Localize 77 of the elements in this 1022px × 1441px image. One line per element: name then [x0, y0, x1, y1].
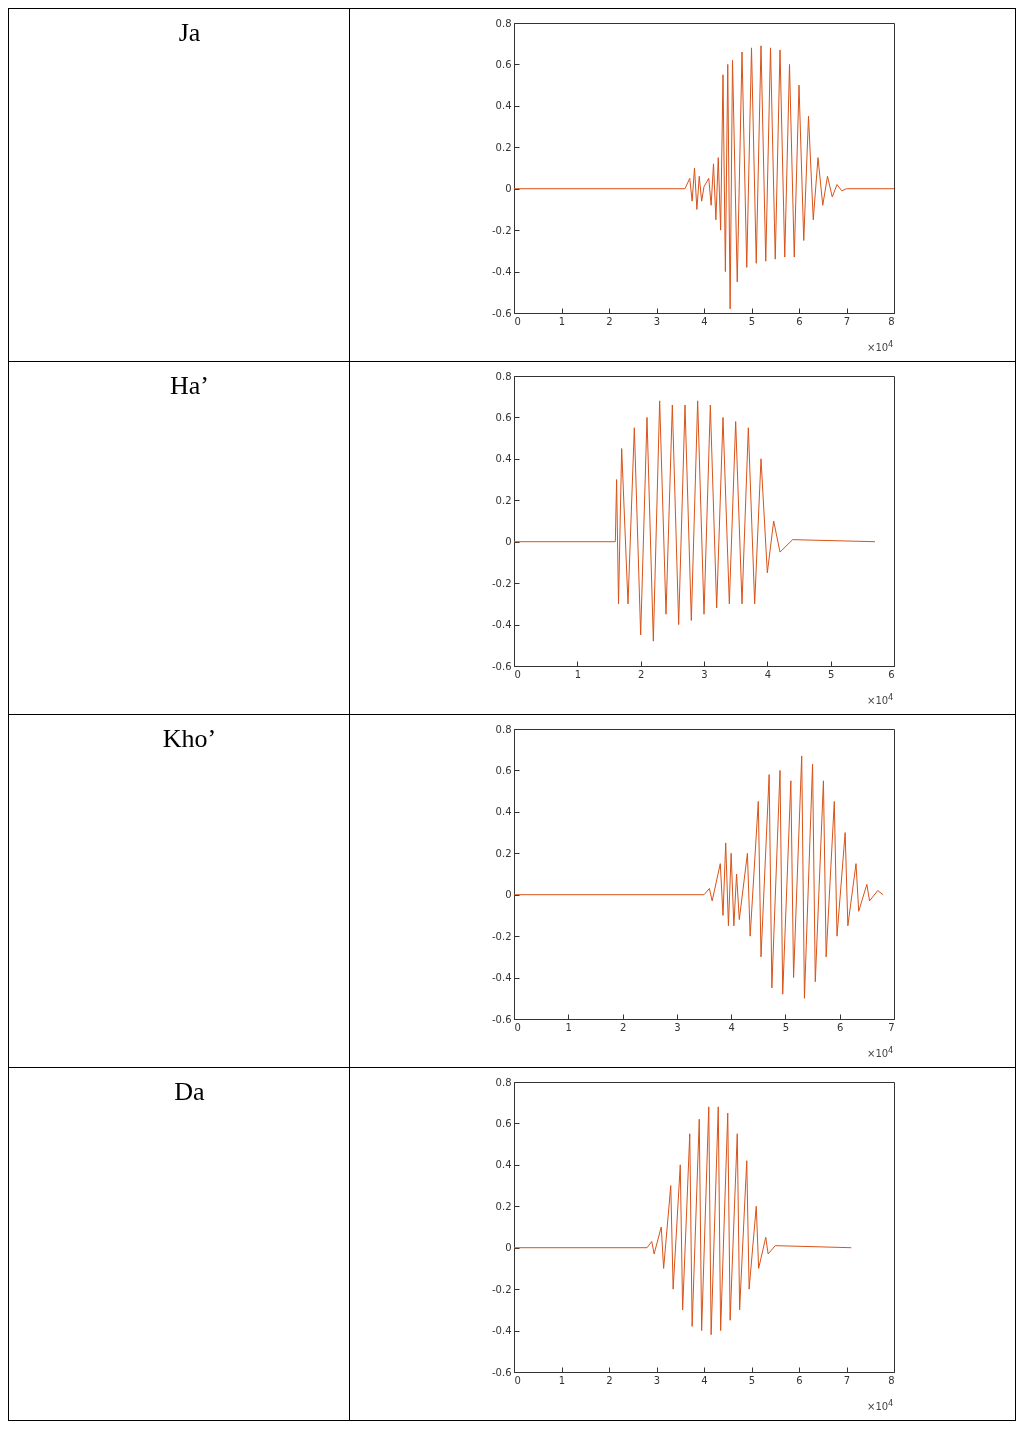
y-tick-label: -0.4 [491, 266, 512, 278]
y-tick-label: -0.6 [491, 307, 512, 319]
y-tick-label: 0 [505, 1242, 512, 1254]
x-tick-label: 3 [653, 1374, 661, 1386]
line-series [513, 1106, 852, 1336]
x-tick-label: 5 [748, 1374, 756, 1386]
y-tick-label: 0.8 [495, 370, 512, 382]
y-tick-label: -0.2 [491, 930, 512, 942]
x-tick-label: 1 [558, 1374, 566, 1386]
line-series [513, 400, 876, 642]
y-tick-label: 0.6 [495, 411, 512, 423]
y-tick-label: -0.4 [491, 1325, 512, 1337]
y-tick-label: 0.4 [495, 806, 512, 818]
y-tick-label: 0.2 [495, 494, 512, 506]
y-tick-label: -0.6 [491, 1013, 512, 1025]
y-tick-label: 0.2 [495, 141, 512, 153]
x-tick-label: 4 [701, 1374, 708, 1386]
y-tick-label: 0 [505, 183, 512, 195]
y-tick-label: 0.2 [495, 1200, 512, 1212]
text: ×10$^{4}$ [867, 692, 894, 707]
y-tick-label: 0.6 [495, 58, 512, 70]
y-tick-label: 0.8 [495, 1076, 512, 1088]
y-tick-label: -0.2 [491, 224, 512, 236]
x-tick-label: 3 [653, 315, 661, 327]
x-tick-label: 6 [796, 315, 803, 327]
y-axis-title: Ha’ [170, 370, 209, 400]
y-tick-label: 0.8 [495, 723, 512, 735]
x-tick-label: 5 [782, 1021, 790, 1033]
x-tick-label: 0 [514, 315, 521, 327]
y-axis-title: Ja [178, 17, 201, 47]
y-tick-label: -0.4 [491, 972, 512, 984]
x-tick-label: 7 [843, 315, 851, 327]
y-tick-label: 0.4 [495, 100, 512, 112]
y-tick-label: -0.6 [491, 660, 512, 672]
text: ×10$^{4}$ [867, 339, 894, 354]
y-tick-label: 0.6 [495, 1117, 512, 1129]
x-tick-label: 2 [606, 315, 613, 327]
y-tick-label: 0.4 [495, 453, 512, 465]
y-tick-label: 0.4 [495, 1159, 512, 1171]
x-tick-label: 8 [888, 1374, 895, 1386]
x-tick-label: 7 [888, 1021, 895, 1033]
x-tick-label: 4 [728, 1021, 735, 1033]
line-series [513, 45, 895, 310]
x-tick-label: 6 [837, 1021, 844, 1033]
y-axis-title: Da [174, 1076, 206, 1106]
x-tick-label: 0 [514, 668, 521, 680]
x-tick-label: 5 [748, 315, 756, 327]
y-tick-label: -0.2 [491, 577, 512, 589]
y-axis-title: Kho’ [162, 723, 217, 753]
x-tick-label: 0 [514, 1374, 521, 1386]
x-tick-label: 1 [565, 1021, 572, 1033]
x-tick-label: 2 [637, 668, 645, 680]
x-tick-label: 1 [558, 315, 566, 327]
y-tick-label: 0.6 [495, 764, 512, 776]
x-tick-label: 3 [674, 1021, 681, 1033]
x-tick-label: 5 [827, 668, 835, 680]
text: ×10$^{4}$ [867, 1398, 894, 1413]
x-tick-label: 1 [574, 668, 582, 680]
x-tick-label: 2 [619, 1021, 627, 1033]
y-tick-label: 0.2 [495, 847, 512, 859]
x-tick-label: 6 [796, 1374, 803, 1386]
y-tick-label: -0.2 [491, 1283, 512, 1295]
line-series [513, 755, 884, 999]
x-tick-label: 6 [888, 668, 895, 680]
x-tick-label: 4 [701, 315, 708, 327]
y-tick-label: -0.4 [491, 619, 512, 631]
x-tick-label: 0 [514, 1021, 521, 1033]
y-tick-label: -0.6 [491, 1366, 512, 1378]
x-tick-label: 2 [606, 1374, 613, 1386]
y-tick-label: 0.8 [495, 17, 512, 29]
x-tick-label: 8 [888, 315, 895, 327]
y-tick-label: 0 [505, 536, 512, 548]
x-tick-label: 3 [701, 668, 708, 680]
text: ×10$^{4}$ [867, 1045, 894, 1060]
x-tick-label: 4 [764, 668, 772, 680]
x-tick-label: 7 [843, 1374, 851, 1386]
y-tick-label: 0 [505, 889, 512, 901]
